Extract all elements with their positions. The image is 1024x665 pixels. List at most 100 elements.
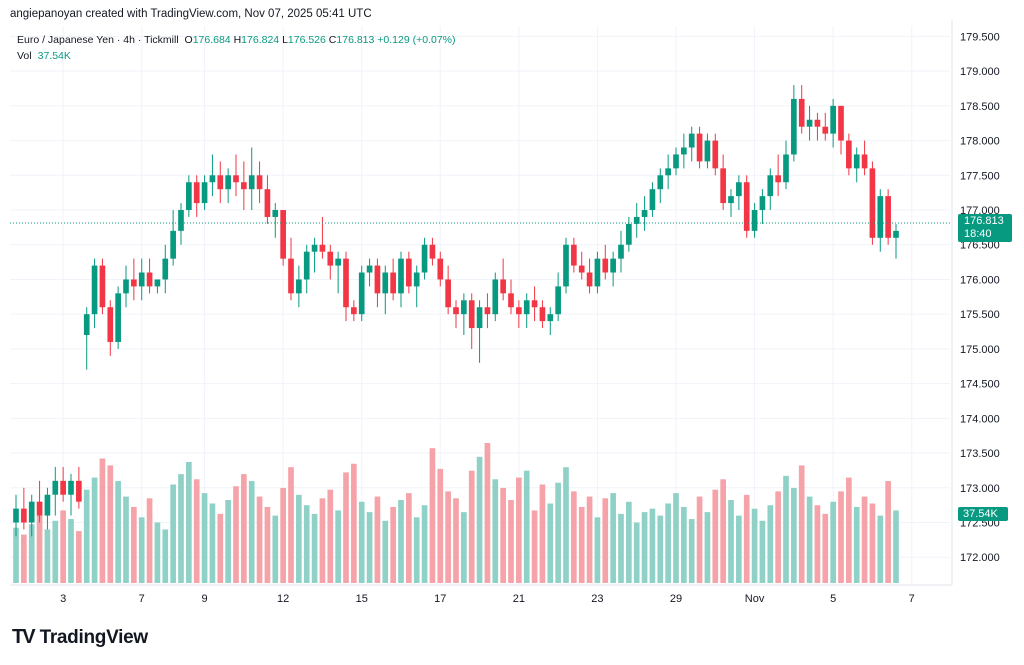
y-tick-label: 176.500 bbox=[960, 240, 1000, 252]
volume-bar bbox=[437, 468, 444, 583]
candle-body bbox=[665, 168, 671, 176]
candle-body bbox=[751, 210, 758, 231]
candle-body bbox=[162, 258, 169, 280]
candle-body bbox=[594, 258, 601, 287]
candle-body bbox=[225, 175, 231, 190]
volume-bar bbox=[453, 498, 459, 583]
symbol-label[interactable]: Euro / Japanese Yen · 4h · Tickmill bbox=[17, 34, 179, 46]
volume-bar bbox=[468, 470, 475, 583]
volume-bar bbox=[358, 501, 365, 583]
candle-body bbox=[123, 279, 129, 294]
candle-body bbox=[673, 154, 679, 169]
volume-bar bbox=[853, 506, 860, 583]
volume-bar bbox=[170, 484, 176, 583]
volume-bar bbox=[225, 500, 231, 583]
volume-bar bbox=[673, 493, 679, 583]
volume-bar bbox=[838, 491, 844, 583]
candle-body bbox=[83, 314, 90, 336]
candle-body bbox=[390, 272, 396, 294]
current-price: 176.813 bbox=[964, 215, 1004, 227]
vol-label: Vol bbox=[17, 50, 32, 62]
volume-bar bbox=[248, 481, 255, 583]
candle-body bbox=[657, 175, 664, 190]
volume-bar bbox=[28, 524, 35, 583]
candle-body bbox=[696, 133, 703, 162]
candles bbox=[13, 85, 899, 537]
volume-bar bbox=[523, 470, 530, 583]
volume-bar bbox=[52, 520, 59, 583]
candle-body bbox=[555, 286, 561, 315]
volume-bar bbox=[798, 465, 805, 583]
candle-body bbox=[626, 223, 632, 245]
volume-bar bbox=[335, 510, 341, 583]
volume-bar bbox=[586, 496, 593, 583]
candle-body bbox=[736, 182, 742, 197]
candle-body bbox=[877, 196, 884, 238]
candle-body bbox=[586, 272, 593, 287]
candle-body bbox=[343, 258, 349, 308]
volume-bar bbox=[861, 496, 868, 583]
volume-bar bbox=[720, 479, 726, 583]
candle-body bbox=[720, 168, 726, 204]
candle-body bbox=[783, 154, 789, 183]
volume-bar bbox=[830, 501, 836, 583]
volume-bar bbox=[288, 467, 294, 583]
volume-bar bbox=[563, 467, 569, 583]
candle-body bbox=[500, 279, 506, 294]
volume-bar bbox=[296, 494, 302, 583]
volume-bar bbox=[390, 506, 396, 583]
volume-bar bbox=[846, 477, 852, 583]
volume-bar bbox=[649, 508, 656, 583]
volume-bar bbox=[406, 493, 412, 583]
candle-body bbox=[853, 154, 860, 169]
tradingview-logo[interactable]: TV TradingView bbox=[12, 626, 148, 649]
candle-body bbox=[461, 300, 467, 315]
candle-body bbox=[539, 307, 546, 322]
volume-bar bbox=[743, 494, 750, 583]
candle-body bbox=[193, 182, 200, 204]
volume-bar bbox=[633, 522, 640, 583]
volume-bar bbox=[303, 505, 310, 583]
candle-body bbox=[838, 105, 844, 141]
candle-body bbox=[217, 175, 224, 190]
volume-bar bbox=[594, 517, 601, 583]
candle-body bbox=[846, 140, 852, 169]
volume-bar bbox=[154, 522, 161, 583]
candle-body bbox=[421, 244, 428, 273]
candle-body bbox=[492, 279, 499, 315]
volume-bar bbox=[429, 448, 436, 583]
volume-bar bbox=[610, 493, 616, 583]
volume-bar bbox=[146, 498, 153, 583]
candle-body bbox=[893, 230, 899, 238]
volume-bar bbox=[138, 517, 145, 583]
volume-bar bbox=[178, 474, 184, 583]
volume-bar bbox=[68, 519, 74, 583]
low-label: L bbox=[282, 34, 288, 46]
volume-bar bbox=[421, 505, 428, 583]
candle-body bbox=[398, 258, 404, 294]
volume-bar bbox=[76, 531, 82, 583]
volume-bar bbox=[413, 517, 420, 583]
volume-bar bbox=[783, 475, 789, 583]
y-tick-label: 174.500 bbox=[960, 379, 1000, 391]
volume-bar bbox=[233, 486, 239, 583]
open-value: 176.684 bbox=[192, 34, 231, 46]
volume-bar bbox=[657, 515, 664, 583]
candle-body bbox=[547, 314, 554, 322]
volume-bar bbox=[351, 463, 357, 583]
volume-bar bbox=[217, 513, 224, 583]
volume-bar bbox=[398, 500, 404, 583]
volume-bar bbox=[602, 498, 609, 583]
candle-body bbox=[508, 293, 514, 308]
y-tick-label: 179.500 bbox=[960, 31, 1000, 43]
x-tick-label: 3 bbox=[60, 593, 66, 605]
x-tick-label: 9 bbox=[202, 593, 208, 605]
y-tick-label: 179.000 bbox=[960, 66, 1000, 78]
volume-bar bbox=[209, 503, 216, 583]
candle-body bbox=[154, 279, 161, 287]
volume-bar bbox=[626, 501, 632, 583]
volume-bar bbox=[681, 506, 687, 583]
candle-body bbox=[571, 244, 577, 266]
volume-bar bbox=[508, 500, 514, 583]
